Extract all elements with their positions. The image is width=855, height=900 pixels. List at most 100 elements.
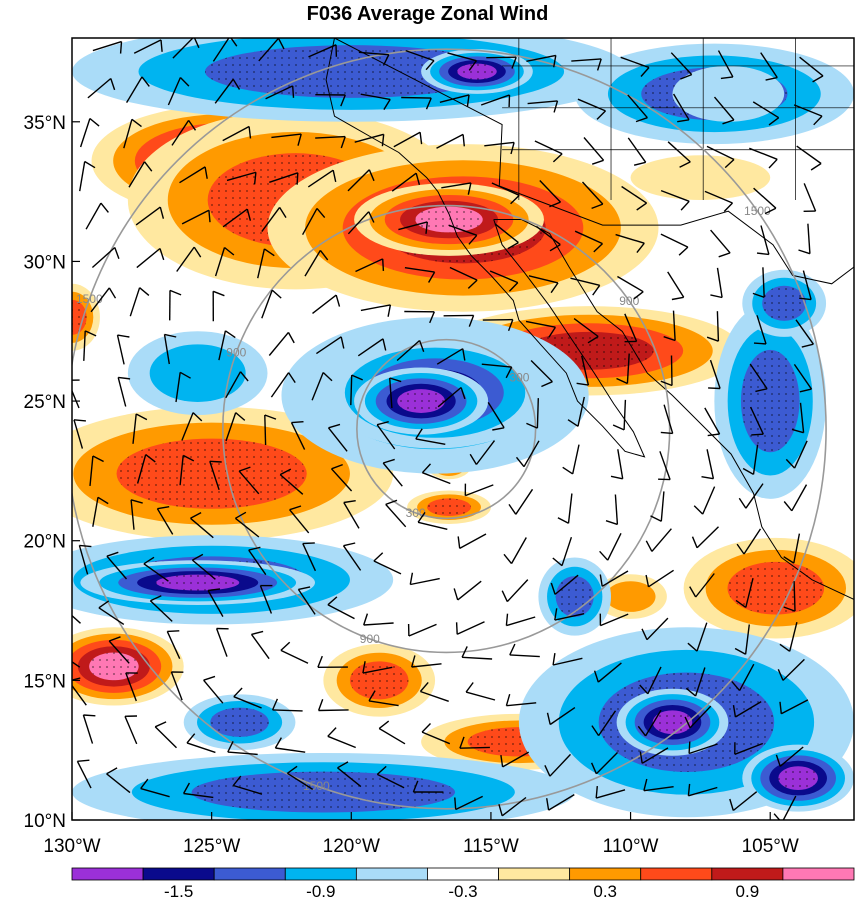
wind-barb-flag	[159, 206, 165, 219]
wind-barbs	[72, 38, 824, 820]
wind-barb	[130, 499, 135, 530]
wind-barb	[408, 623, 437, 637]
wind-barb	[396, 339, 421, 362]
wind-barb	[795, 319, 814, 345]
wind-barb	[404, 267, 435, 273]
wind-barb-flag	[680, 73, 692, 80]
wind-barb-flag	[238, 466, 251, 472]
wind-barb	[327, 735, 356, 749]
lon-tick-label: 115°W	[463, 836, 519, 857]
colorbar-label: 0.9	[736, 882, 760, 900]
colorbar-swatch	[782, 867, 855, 881]
wind-barb-flag	[645, 540, 653, 552]
wind-barb	[598, 710, 617, 736]
wind-barb-flag	[279, 207, 287, 218]
wind-barb-flag	[79, 544, 92, 548]
wind-barb-flag	[296, 172, 299, 185]
wind-barb-flag	[710, 294, 723, 299]
wind-barb	[583, 137, 605, 161]
significance-stipple	[427, 498, 471, 516]
coastline	[325, 38, 646, 458]
wind-barb-flag	[84, 330, 97, 337]
wind-barb	[596, 789, 626, 799]
wind-barb-flag	[251, 630, 264, 636]
wind-barb-flag	[188, 119, 197, 131]
wind-barb-flag	[154, 721, 167, 728]
wind-barb	[72, 684, 87, 706]
wind-barb-flag	[429, 311, 435, 324]
wind-barb-flag	[593, 670, 599, 683]
wind-barb-flag	[677, 119, 690, 123]
range-ring-label: 900	[360, 632, 380, 646]
wind-barb-flag	[316, 207, 326, 219]
wind-barb-flag	[708, 387, 721, 390]
wind-barb-flag	[381, 134, 385, 147]
wind-barb	[279, 474, 304, 495]
wind-barb	[376, 773, 405, 789]
wind-barb	[791, 484, 808, 512]
wind-barb-flag	[691, 536, 698, 549]
wind-barb-flag	[224, 246, 235, 256]
wind-barb	[570, 277, 600, 286]
wind-barb-flag	[376, 421, 389, 426]
wind-barb-flag	[734, 647, 746, 655]
wind-barb	[756, 315, 767, 345]
wind-barb	[360, 304, 391, 312]
wind-barb-flag	[376, 765, 387, 775]
lon-tick-label: 120°W	[323, 836, 380, 857]
wind-barb	[663, 404, 674, 434]
wind-barb	[803, 183, 817, 212]
wind-barb-flag	[510, 194, 520, 205]
wind-barb	[549, 753, 572, 777]
wind-barb	[548, 794, 575, 811]
wind-barb-flag	[362, 661, 366, 674]
wind-barb	[696, 526, 719, 549]
wind-barb	[539, 180, 562, 203]
wind-barb-flag	[289, 505, 302, 511]
wind-barb-flag	[212, 290, 225, 297]
wind-barb-flag	[340, 136, 346, 149]
wind-barb	[779, 746, 804, 767]
axes: 130°W 125°W 120°W 115°W 110°W 105°W 10°N 15°N 20…	[24, 113, 799, 857]
wind-barb-flag	[546, 712, 551, 725]
wind-barb-flag	[505, 694, 511, 706]
wind-barb	[704, 407, 721, 435]
wind-barb-flag	[248, 546, 261, 551]
wind-barb	[258, 38, 280, 62]
wind-barb	[156, 508, 174, 535]
wind-barb	[347, 211, 370, 235]
wind-barb-flag	[193, 246, 202, 258]
wind-barb	[621, 185, 647, 204]
wind-barb-flag	[552, 557, 563, 567]
wind-barb-flag	[503, 553, 513, 565]
wind-barb-flag	[246, 208, 252, 221]
wind-barb	[257, 248, 266, 279]
wind-barb	[181, 209, 210, 225]
wind-barb	[782, 658, 805, 681]
wind-barb	[108, 640, 130, 664]
wind-barb	[623, 399, 627, 430]
wind-barb	[704, 190, 733, 204]
wind-barb	[534, 140, 563, 155]
wind-barb-flag	[411, 655, 416, 668]
wind-barb	[535, 225, 561, 246]
range-rings: 300 300 900 900 900 1500 1500 1500	[72, 48, 827, 810]
wind-barb-flag	[755, 388, 768, 393]
wind-barb	[752, 444, 759, 475]
wind-barb	[489, 270, 519, 284]
wind-barb-flag	[467, 182, 472, 195]
wind-barb	[171, 120, 190, 146]
wind-barb	[79, 161, 86, 192]
wind-barb	[389, 377, 393, 409]
wind-barb-flag	[801, 343, 814, 348]
wind-barb	[91, 246, 116, 269]
wind-barb-flag	[671, 296, 684, 301]
wind-barb-flag	[209, 460, 222, 463]
wind-barb	[738, 663, 755, 691]
wind-barb	[261, 289, 273, 319]
wind-barb	[641, 747, 669, 764]
wind-barb-flag	[587, 335, 599, 344]
significance-stipple	[778, 766, 818, 790]
wind-barb-flag	[84, 160, 96, 169]
